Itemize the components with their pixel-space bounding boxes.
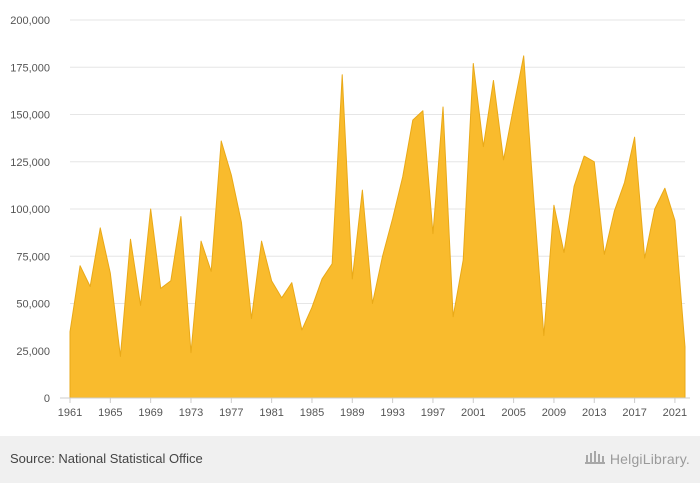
x-axis-tick-marks: [69, 398, 676, 403]
x-tick-label: 2017: [622, 407, 646, 419]
x-tick-label: 1973: [179, 407, 203, 419]
x-tick-label: 2021: [663, 407, 687, 419]
y-tick-label: 100,000: [10, 204, 50, 216]
x-tick-label: 2001: [461, 407, 485, 419]
x-tick-label: 2005: [501, 407, 525, 419]
helgilibrary-logo[interactable]: HelgiLibrary.: [584, 449, 690, 468]
x-axis-ticks: 1961 1965 1969 1973 1977 1981 1985 1989 1993 1997…: [58, 407, 687, 419]
x-tick-label: 2009: [542, 407, 566, 419]
y-tick-label: 25,000: [16, 346, 50, 358]
x-tick-label: 1965: [98, 407, 122, 419]
x-tick-label: 2013: [582, 407, 606, 419]
x-tick-label: 1989: [340, 407, 364, 419]
y-tick-label: 0: [44, 393, 50, 405]
y-tick-label: 150,000: [10, 110, 50, 122]
x-tick-label: 1977: [219, 407, 243, 419]
library-building-icon: [584, 449, 606, 468]
area-chart: 0 25,000 50,000 75,000 100,000 125,000 150,000…: [10, 15, 690, 419]
y-tick-label: 50,000: [16, 299, 50, 311]
x-tick-label: 1985: [300, 407, 324, 419]
x-tick-label: 1993: [380, 407, 404, 419]
x-tick-label: 1961: [58, 407, 82, 419]
y-tick-label: 75,000: [16, 251, 50, 263]
y-tick-label: 125,000: [10, 157, 50, 169]
x-tick-label: 1981: [259, 407, 283, 419]
source-note: Source: National Statistical Office: [10, 451, 203, 466]
logo-text: HelgiLibrary.: [609, 450, 690, 467]
y-axis-ticks: 0 25,000 50,000 75,000 100,000 125,000 150,000…: [10, 15, 50, 405]
x-tick-label: 1969: [138, 407, 162, 419]
area-series: [69, 55, 686, 399]
footer-bar: [0, 436, 700, 483]
y-tick-label: 200,000: [10, 15, 50, 27]
y-tick-label: 175,000: [10, 62, 50, 74]
x-tick-label: 1997: [421, 407, 445, 419]
